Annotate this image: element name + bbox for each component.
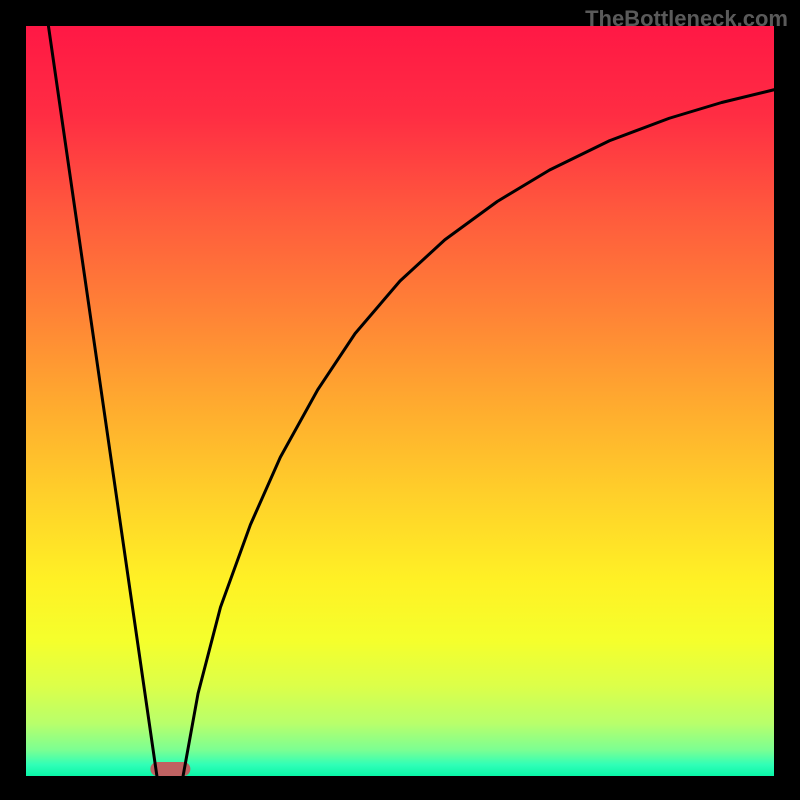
border-left [0,0,26,800]
chart-container: TheBottleneck.com [0,0,800,800]
border-right [774,0,800,800]
chart-svg [0,0,800,800]
border-bottom [0,776,800,800]
watermark-text: TheBottleneck.com [585,6,788,32]
gradient-background [26,26,774,776]
